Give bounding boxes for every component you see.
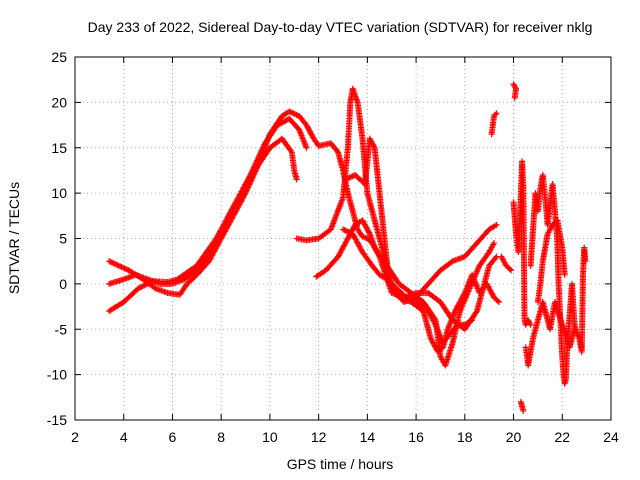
y-tick-label: -15: [47, 412, 67, 428]
data-point: [118, 264, 125, 271]
data-point: [520, 407, 527, 414]
data-point: [344, 228, 351, 235]
data-point: [420, 302, 427, 309]
y-tick-label: 25: [51, 49, 67, 65]
data-point: [341, 227, 348, 234]
y-tick-label: -5: [55, 321, 68, 337]
data-point: [418, 301, 425, 308]
data-point: [287, 147, 294, 154]
data-point: [366, 229, 373, 236]
data-point: [527, 321, 534, 328]
y-tick-label: 15: [51, 140, 67, 156]
data-point: [343, 175, 350, 182]
x-tick-label: 4: [120, 429, 128, 445]
x-tick-label: 22: [554, 429, 570, 445]
chart-title: Day 233 of 2022, Sidereal Day-to-day VTE…: [88, 19, 593, 35]
data-point: [473, 309, 480, 316]
data-point: [122, 265, 129, 272]
x-tick-label: 20: [506, 429, 522, 445]
y-tick-label: 10: [51, 185, 67, 201]
data-point: [345, 229, 352, 236]
data-point: [108, 259, 115, 266]
data-point: [115, 262, 122, 269]
data-point: [290, 110, 297, 117]
y-tick-label: 20: [51, 94, 67, 110]
x-tick-label: 24: [603, 429, 619, 445]
data-point: [293, 111, 300, 118]
x-tick-label: 6: [169, 429, 177, 445]
axis-ticks: [74, 56, 612, 421]
data-point: [561, 271, 568, 278]
data-point: [493, 110, 500, 117]
data-point: [417, 300, 424, 307]
data-point: [403, 294, 410, 301]
data-point: [111, 260, 118, 267]
data-point: [114, 262, 121, 269]
x-tick-label: 14: [360, 429, 376, 445]
data-point: [495, 299, 502, 306]
data-point: [492, 254, 499, 261]
data-points: [106, 81, 589, 414]
y-tick-label: 5: [59, 231, 67, 247]
data-point: [582, 258, 589, 265]
data-point: [346, 174, 353, 181]
data-point: [342, 176, 349, 183]
data-point: [342, 227, 349, 234]
data-point: [110, 260, 117, 267]
data-point: [106, 258, 113, 265]
x-tick-label: 2: [71, 429, 79, 445]
data-point: [461, 291, 468, 298]
data-point: [303, 144, 310, 151]
data-point: [348, 173, 355, 180]
data-point: [345, 175, 352, 182]
data-point: [571, 326, 578, 333]
data-point: [293, 176, 300, 183]
data-point: [289, 109, 296, 116]
data-point: [508, 267, 515, 274]
data-point: [408, 297, 415, 304]
data-point: [431, 320, 438, 327]
y-tick-label: -10: [47, 367, 67, 383]
x-tick-label: 18: [457, 429, 473, 445]
data-point: [287, 109, 294, 116]
data-point: [117, 263, 124, 270]
data-point: [492, 111, 499, 118]
data-point: [291, 111, 298, 118]
data-point: [120, 264, 127, 271]
data-point: [411, 298, 418, 305]
data-point: [494, 297, 501, 304]
y-axis-label: SDTVAR / TECUs: [6, 182, 22, 294]
data-point: [407, 296, 414, 303]
x-tick-label: 8: [217, 429, 225, 445]
y-tick-label: 0: [59, 276, 67, 292]
data-point: [491, 240, 498, 247]
data-point: [469, 317, 476, 324]
data-point: [415, 300, 422, 307]
x-tick-label: 12: [311, 429, 327, 445]
data-point: [286, 108, 293, 115]
grid: [75, 57, 611, 420]
data-point: [346, 229, 353, 236]
x-axis-label: GPS time / hours: [287, 456, 394, 472]
data-point: [340, 226, 346, 233]
data-point: [413, 299, 420, 306]
data-point: [414, 299, 421, 306]
data-point: [113, 261, 120, 268]
data-point: [404, 295, 411, 302]
data-point: [107, 258, 114, 265]
data-point: [506, 266, 513, 273]
data-point: [511, 94, 518, 101]
data-point: [121, 265, 128, 272]
data-point: [406, 295, 413, 302]
data-point: [493, 221, 500, 228]
x-tick-label: 16: [408, 429, 424, 445]
data-point: [410, 297, 417, 304]
x-tick-label: 10: [262, 429, 278, 445]
